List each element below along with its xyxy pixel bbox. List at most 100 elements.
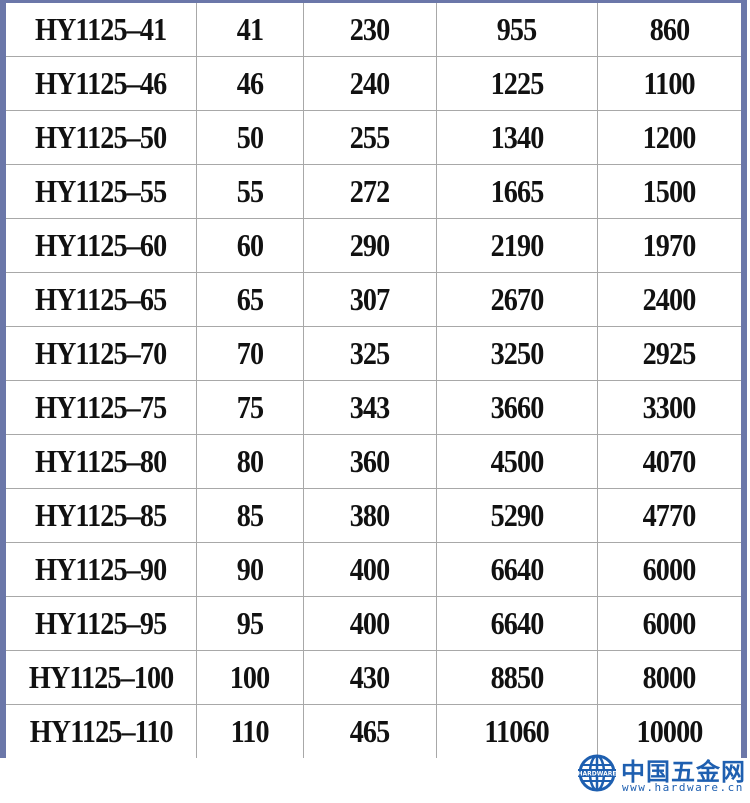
cell-size: 85: [195, 488, 304, 543]
cell-text: HY1125–95: [35, 605, 167, 641]
cell-size: 55: [195, 164, 304, 219]
cell-text: 4770: [642, 497, 697, 533]
cell-col-4: 3660: [435, 380, 598, 435]
cell-text: 8000: [642, 659, 697, 695]
cell-size: 75: [195, 380, 304, 435]
cell-col-3: 465: [302, 704, 437, 758]
cell-text: 100: [229, 659, 270, 695]
cell-text: 2400: [642, 281, 697, 317]
cell-text: 41: [236, 11, 263, 47]
cell-col-3: 307: [302, 272, 437, 327]
cell-col-3: 325: [302, 326, 437, 381]
cell-col-5: 6000: [596, 596, 741, 651]
cell-text: 60: [236, 227, 263, 263]
cell-col-4: 4500: [435, 434, 598, 489]
cell-size: 100: [195, 650, 304, 705]
cell-size: 65: [195, 272, 304, 327]
table-row: HY1125–55 55 272 1665 1500: [6, 164, 741, 219]
cell-text: HY1125–90: [35, 551, 167, 587]
cell-text: HY1125–55: [35, 173, 167, 209]
cell-text: 360: [349, 443, 390, 479]
cell-col-3: 380: [302, 488, 437, 543]
cell-col-5: 860: [596, 3, 741, 57]
table-row: HY1125–60 60 290 2190 1970: [6, 218, 741, 273]
table-row: HY1125–70 70 325 3250 2925: [6, 326, 741, 381]
cell-col-5: 4070: [596, 434, 741, 489]
cell-model: HY1125–100: [6, 650, 197, 705]
cell-text: HY1125–46: [35, 65, 167, 101]
cell-text: 2190: [490, 227, 544, 263]
cell-col-4: 955: [435, 3, 598, 57]
table-row: HY1125–90 90 400 6640 6000: [6, 542, 741, 597]
table-row: HY1125–50 50 255 1340 1200: [6, 110, 741, 165]
cell-col-3: 240: [302, 56, 437, 111]
cell-text: 6640: [490, 605, 544, 641]
cell-text: 1665: [490, 173, 544, 209]
cell-text: 110: [230, 713, 269, 749]
table-row: HY1125–95 95 400 6640 6000: [6, 596, 741, 651]
cell-col-4: 8850: [435, 650, 598, 705]
table-row: HY1125–110 110 465 11060 10000: [6, 704, 741, 758]
cell-model: HY1125–110: [6, 704, 197, 758]
cell-text: 325: [349, 335, 390, 371]
cell-model: HY1125–50: [6, 110, 197, 165]
cell-text: 90: [236, 551, 263, 587]
cell-col-4: 2670: [435, 272, 598, 327]
cell-col-5: 8000: [596, 650, 741, 705]
cell-col-5: 10000: [596, 704, 741, 758]
cell-model: HY1125–70: [6, 326, 197, 381]
cell-text: 2670: [490, 281, 544, 317]
spec-table: HY1125–41 41 230 955 860 HY1125–46 46 240 1225 11…: [6, 3, 741, 758]
cell-size: 41: [195, 3, 304, 57]
cell-model: HY1125–41: [6, 3, 197, 57]
table-row: HY1125–75 75 343 3660 3300: [6, 380, 741, 435]
cell-model: HY1125–55: [6, 164, 197, 219]
cell-text: 1225: [490, 65, 544, 101]
cell-col-5: 6000: [596, 542, 741, 597]
watermark-name: 中国五金网: [621, 758, 746, 786]
cell-size: 90: [195, 542, 304, 597]
cell-size: 70: [195, 326, 304, 381]
cell-text: 6000: [642, 551, 697, 587]
watermark-logo: HARDWARE 中国五金网 www.hardware.cn: [578, 752, 748, 798]
cell-col-3: 360: [302, 434, 437, 489]
cell-text: HY1125–65: [35, 281, 167, 317]
cell-text: HY1125–80: [35, 443, 167, 479]
cell-text: 2925: [642, 335, 697, 371]
cell-text: 400: [349, 551, 390, 587]
cell-text: 95: [236, 605, 263, 641]
cell-model: HY1125–46: [6, 56, 197, 111]
cell-col-3: 343: [302, 380, 437, 435]
cell-text: 4500: [490, 443, 544, 479]
cell-text: 50: [236, 119, 263, 155]
cell-text: HY1125–41: [35, 11, 167, 47]
cell-text: 4070: [642, 443, 697, 479]
cell-text: 8850: [490, 659, 544, 695]
cell-text: HY1125–100: [28, 659, 174, 695]
cell-col-5: 4770: [596, 488, 741, 543]
cell-col-4: 3250: [435, 326, 598, 381]
cell-col-5: 2400: [596, 272, 741, 327]
cell-model: HY1125–60: [6, 218, 197, 273]
cell-text: 3300: [642, 389, 697, 425]
cell-col-5: 3300: [596, 380, 741, 435]
cell-model: HY1125–85: [6, 488, 197, 543]
cell-col-4: 6640: [435, 542, 598, 597]
globe-icon: HARDWARE: [578, 754, 616, 792]
cell-text: HY1125–85: [35, 497, 167, 533]
cell-text: 1500: [642, 173, 697, 209]
cell-text: HY1125–70: [35, 335, 167, 371]
cell-text: 272: [349, 173, 390, 209]
cell-col-4: 2190: [435, 218, 598, 273]
cell-col-3: 230: [302, 3, 437, 57]
cell-text: 307: [349, 281, 390, 317]
cell-size: 95: [195, 596, 304, 651]
table-row: HY1125–85 85 380 5290 4770: [6, 488, 741, 543]
cell-text: 75: [236, 389, 263, 425]
cell-text: 65: [236, 281, 263, 317]
cell-text: 1200: [642, 119, 697, 155]
cell-col-5: 2925: [596, 326, 741, 381]
cell-text: 430: [349, 659, 390, 695]
cell-text: 70: [236, 335, 263, 371]
cell-text: 5290: [490, 497, 544, 533]
